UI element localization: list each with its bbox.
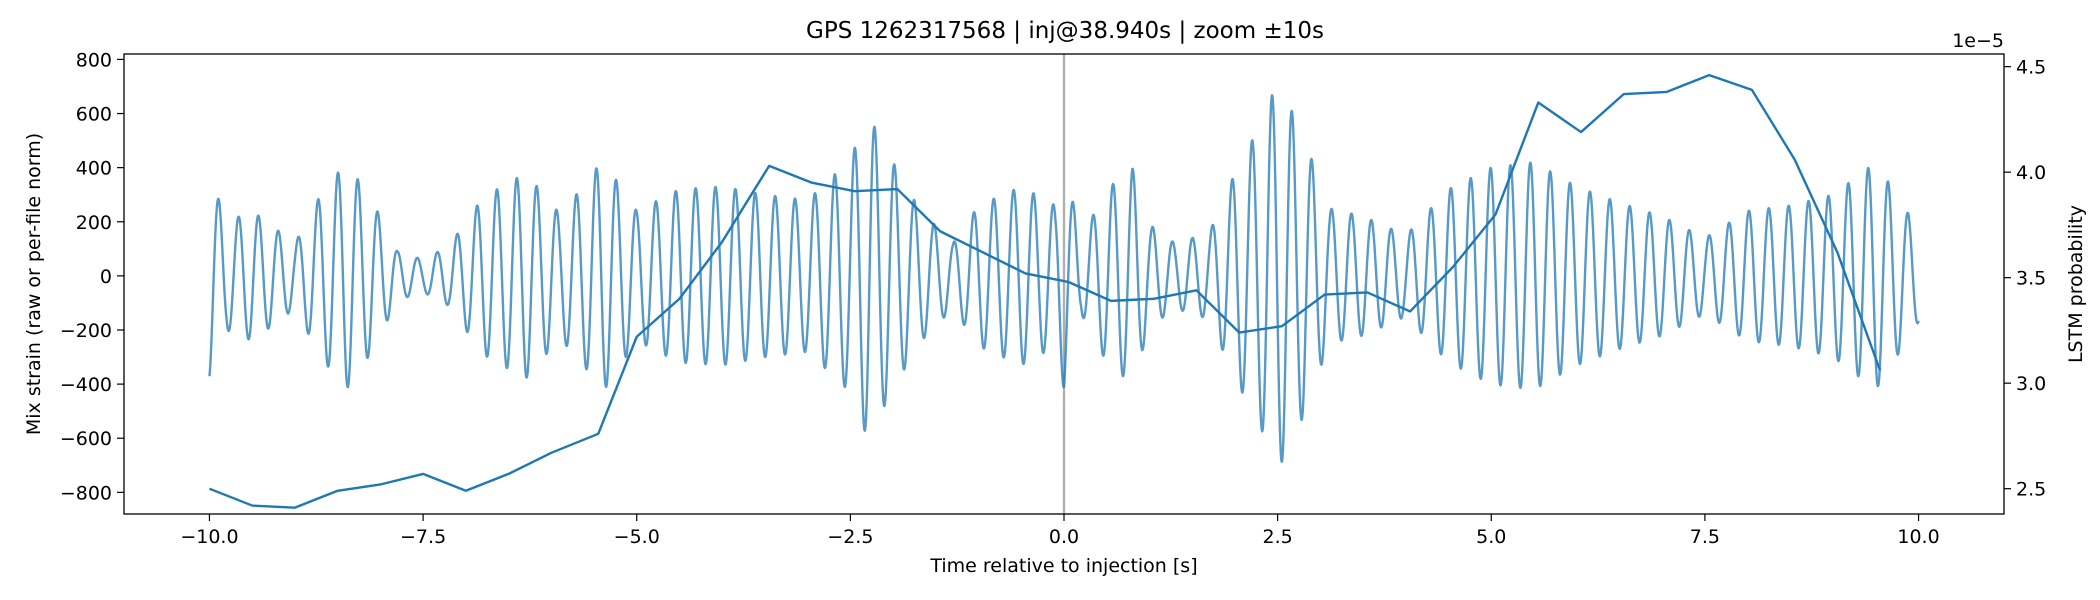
y-left-tick-label: −800 bbox=[60, 482, 112, 504]
y-right-tick-label: 3.0 bbox=[2016, 373, 2046, 395]
lstm-probability-line bbox=[209, 73, 1882, 509]
y-axis-right-offset-label: 1e−5 bbox=[1952, 30, 2004, 52]
x-tick-label: 10.0 bbox=[1897, 526, 1939, 548]
y-right-tick-label: 2.5 bbox=[2016, 479, 2046, 501]
chart-title: GPS 1262317568 | inj@38.940s | zoom ±10s bbox=[806, 18, 1324, 44]
y-axis-right-label: LSTM probability bbox=[2065, 205, 2087, 363]
x-tick-label: 7.5 bbox=[1690, 526, 1720, 548]
y-axis-right: 2.5 3.0 3.5 4.0 4.5 bbox=[2004, 57, 2046, 501]
y-left-tick-label: 0 bbox=[100, 266, 112, 288]
x-tick-label: 2.5 bbox=[1263, 526, 1293, 548]
y-left-tick-label: 600 bbox=[76, 104, 112, 126]
x-axis-label: Time relative to injection [s] bbox=[929, 555, 1197, 577]
y-right-tick-label: 4.0 bbox=[2016, 162, 2046, 184]
y-left-tick-label: 400 bbox=[76, 158, 112, 180]
y-right-tick-label: 3.5 bbox=[2016, 268, 2046, 290]
x-tick-label: −2.5 bbox=[827, 526, 873, 548]
x-tick-label: −5.0 bbox=[614, 526, 660, 548]
y-right-tick-label: 4.5 bbox=[2016, 57, 2046, 79]
y-axis-left-label: Mix strain (raw or per-file norm) bbox=[23, 133, 45, 435]
y-axis-left: −800 −600 −400 −200 0 200 400 600 800 bbox=[60, 49, 124, 504]
strain-series-line bbox=[208, 94, 1920, 463]
y-left-tick-label: −400 bbox=[60, 374, 112, 396]
y-left-tick-label: 200 bbox=[76, 212, 112, 234]
x-tick-label: 0.0 bbox=[1049, 526, 1079, 548]
plot-area bbox=[208, 54, 1920, 514]
x-tick-label: −7.5 bbox=[400, 526, 446, 548]
y-left-tick-label: 800 bbox=[76, 49, 112, 71]
x-axis: −10.0 −7.5 −5.0 −2.5 0.0 2.5 5.0 7.5 10.0 bbox=[180, 514, 1940, 548]
x-tick-label: −10.0 bbox=[180, 526, 238, 548]
x-tick-label: 5.0 bbox=[1476, 526, 1506, 548]
y-left-tick-label: −200 bbox=[60, 320, 112, 342]
y-left-tick-label: −600 bbox=[60, 428, 112, 450]
